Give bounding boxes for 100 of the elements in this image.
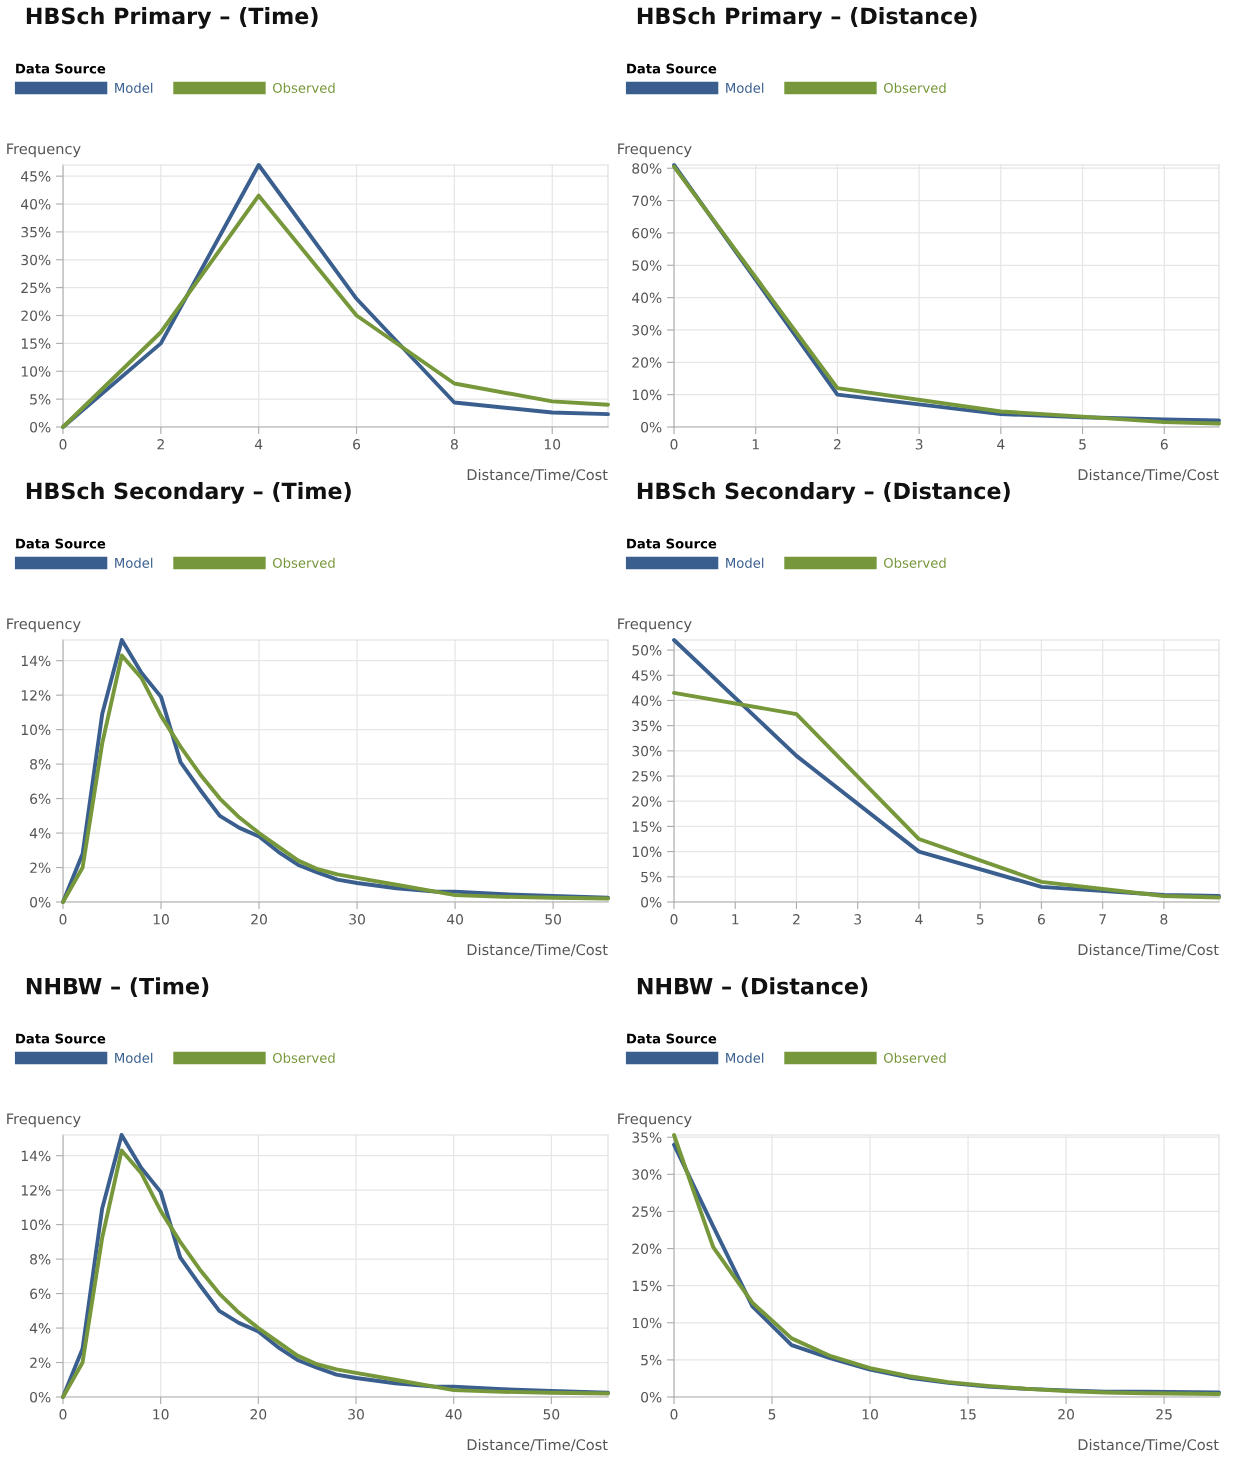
x-tick-label: 20 xyxy=(1058,1409,1074,1420)
y-tick-label: 5% xyxy=(30,394,51,405)
y-tick-label: 35% xyxy=(632,1132,662,1143)
text: Model xyxy=(115,557,153,568)
x-tick-label: 5 xyxy=(768,1409,776,1420)
legend-title: Data Source xyxy=(627,63,717,74)
y-tick-label: 6% xyxy=(30,1288,51,1300)
y-tick-label: 14% xyxy=(21,655,51,667)
chart-title: HBSch Secondary – (Distance) xyxy=(637,482,1010,504)
y-tick-label: 40% xyxy=(632,292,662,304)
y-tick-label: 10% xyxy=(632,846,662,858)
y-tick-label: 6% xyxy=(30,793,51,805)
y-axis-title: Frequency xyxy=(7,143,81,158)
x-tick-label: 10 xyxy=(153,1409,169,1420)
legend-title: Data Source xyxy=(16,538,106,549)
chart-title: HBSch Primary – (Distance) xyxy=(637,7,977,29)
x-axis-title: Distance/Time/Cost xyxy=(1078,943,1219,957)
x-tick-label: 0 xyxy=(59,1409,67,1420)
x-tick-label: 10 xyxy=(862,1409,878,1420)
chart-title: HBSch Primary – (Time) xyxy=(26,7,318,29)
y-tick-label: 25% xyxy=(21,282,51,294)
y-tick-label: 70% xyxy=(632,195,662,207)
y-tick-label: 20% xyxy=(632,796,662,807)
x-tick-label: 20 xyxy=(251,914,267,925)
y-axis-title: Frequency xyxy=(7,1113,81,1128)
x-tick-label: 4 xyxy=(997,439,1005,450)
x-tick-label: 4 xyxy=(915,914,923,925)
y-tick-label: 0% xyxy=(30,896,51,908)
legend-title: Data Source xyxy=(627,538,717,549)
x-tick-label: 1 xyxy=(732,914,739,925)
x-tick-label: 7 xyxy=(1099,914,1106,925)
y-tick-label: 30% xyxy=(632,1169,662,1180)
text: Observed xyxy=(883,557,946,568)
text: Observed xyxy=(272,1052,335,1063)
x-tick-label: 8 xyxy=(450,439,458,450)
x-tick-label: 0 xyxy=(59,439,67,450)
chart-title: HBSch Secondary – (Time) xyxy=(26,482,351,504)
x-tick-label: 1 xyxy=(752,439,759,450)
text: Observed xyxy=(883,82,946,93)
y-tick-label: 10% xyxy=(632,389,662,401)
text: Observed xyxy=(272,557,335,568)
x-axis-title: Distance/Time/Cost xyxy=(1078,468,1219,482)
y-tick-label: 0% xyxy=(30,1391,51,1403)
y-tick-label: 15% xyxy=(21,338,51,349)
y-tick-label: 10% xyxy=(21,1219,51,1231)
y-tick-label: 2% xyxy=(30,862,51,873)
x-tick-label: 3 xyxy=(915,439,923,450)
x-tick-label: 6 xyxy=(1037,914,1045,925)
x-tick-label: 10 xyxy=(153,914,169,925)
y-tick-label: 4% xyxy=(29,1323,51,1334)
y-tick-label: 10% xyxy=(21,724,51,736)
text: Observed xyxy=(883,1052,946,1063)
x-tick-label: 2 xyxy=(834,439,841,450)
x-tick-label: 30 xyxy=(348,1409,364,1420)
y-tick-label: 20% xyxy=(632,1243,662,1255)
x-tick-label: 5 xyxy=(1079,439,1086,450)
y-tick-label: 30% xyxy=(632,745,662,757)
y-tick-label: 0% xyxy=(641,896,662,908)
text: Model xyxy=(115,1052,153,1063)
y-tick-label: 15% xyxy=(632,1280,662,1292)
y-tick-label: 12% xyxy=(21,1185,51,1196)
y-tick-label: 60% xyxy=(632,227,662,239)
y-tick-label: 0% xyxy=(641,421,662,433)
x-tick-label: 25 xyxy=(1156,1409,1172,1420)
y-tick-label: 10% xyxy=(21,366,51,377)
legend-title: Data Source xyxy=(16,1033,106,1044)
y-tick-label: 5% xyxy=(641,1354,662,1366)
y-tick-label: 12% xyxy=(21,690,51,701)
x-axis-title: Distance/Time/Cost xyxy=(1078,1438,1219,1452)
x-tick-label: 8 xyxy=(1160,914,1168,925)
x-tick-label: 0 xyxy=(670,1409,678,1420)
x-tick-label: 0 xyxy=(670,439,678,450)
y-axis-title: Frequency xyxy=(618,618,692,633)
y-axis-title: Frequency xyxy=(618,1113,692,1128)
x-tick-label: 4 xyxy=(254,439,263,450)
x-tick-label: 5 xyxy=(976,914,984,925)
x-axis-title: Distance/Time/Cost xyxy=(467,943,608,957)
y-tick-label: 4% xyxy=(29,828,51,839)
y-tick-label: 40% xyxy=(21,198,51,210)
x-tick-label: 6 xyxy=(1160,439,1168,450)
x-tick-label: 10 xyxy=(544,439,561,450)
legend-title: Data Source xyxy=(16,63,106,74)
y-tick-label: 45% xyxy=(632,670,662,681)
y-tick-label: 8% xyxy=(30,759,51,770)
y-tick-label: 25% xyxy=(632,1206,662,1217)
y-tick-label: 15% xyxy=(632,821,662,832)
y-tick-label: 0% xyxy=(30,421,51,433)
y-tick-label: 8% xyxy=(30,1254,51,1265)
x-tick-label: 15 xyxy=(960,1409,976,1420)
x-tick-label: 40 xyxy=(446,914,463,925)
y-axis-title: Frequency xyxy=(7,618,81,633)
y-tick-label: 0% xyxy=(641,1391,662,1403)
y-tick-label: 5% xyxy=(641,871,662,883)
y-tick-label: 20% xyxy=(632,357,662,368)
y-tick-label: 10% xyxy=(632,1317,662,1329)
y-tick-label: 30% xyxy=(632,324,662,336)
x-tick-label: 2 xyxy=(793,914,800,925)
chart-title: NHBW – (Time) xyxy=(26,977,209,998)
y-tick-label: 25% xyxy=(632,771,662,782)
y-tick-label: 30% xyxy=(21,254,51,266)
